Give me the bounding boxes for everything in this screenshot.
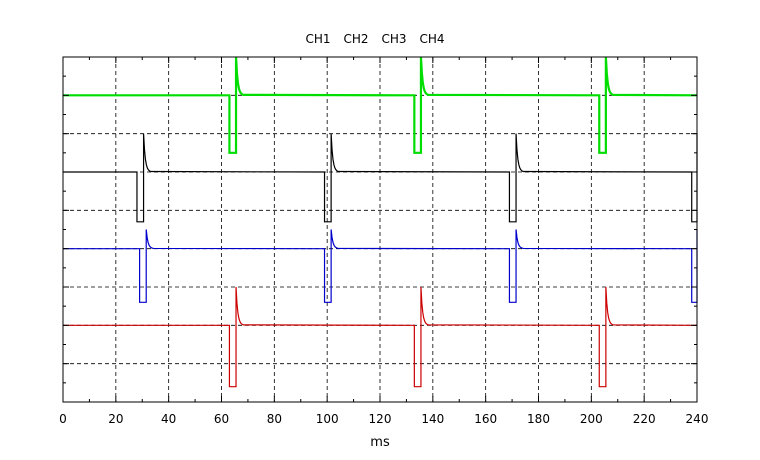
x-tick-label: 140 [421, 412, 444, 426]
x-tick-label: 180 [527, 412, 550, 426]
series-line-ch4 [63, 286, 698, 388]
series-line-ch3 [63, 229, 698, 303]
ticks [62, 57, 698, 402]
legend: CH1 CH2 CH3 CH4 [305, 32, 444, 46]
x-tick-label: 60 [214, 412, 229, 426]
x-tick-label: 20 [108, 412, 123, 426]
series-line-ch1 [63, 56, 698, 154]
series-line-ch2 [63, 133, 698, 223]
x-tick-label: 240 [686, 412, 709, 426]
x-tick-label: 200 [580, 412, 603, 426]
x-tick-label: 100 [316, 412, 339, 426]
series-ch2 [63, 133, 698, 223]
legend-entry-ch3: CH3 [381, 32, 406, 46]
series-ch3 [63, 229, 698, 303]
legend-entry-ch4: CH4 [419, 32, 444, 46]
x-axis-label: ms [370, 435, 390, 450]
x-tick-labels: 0 20 40 60 80 100 120 140 160 180 200 220 240 [59, 412, 708, 426]
series-ch1 [63, 56, 698, 154]
series-layer [63, 56, 698, 388]
legend-entry-ch2: CH2 [343, 32, 368, 46]
legend-entry-ch1: CH1 [305, 32, 330, 46]
x-tick-label: 120 [369, 412, 392, 426]
x-tick-label: 80 [267, 412, 282, 426]
x-tick-label: 220 [633, 412, 656, 426]
series-ch4 [63, 286, 698, 388]
x-tick-label: 0 [59, 412, 67, 426]
x-tick-label: 40 [161, 412, 176, 426]
x-tick-label: 160 [474, 412, 497, 426]
